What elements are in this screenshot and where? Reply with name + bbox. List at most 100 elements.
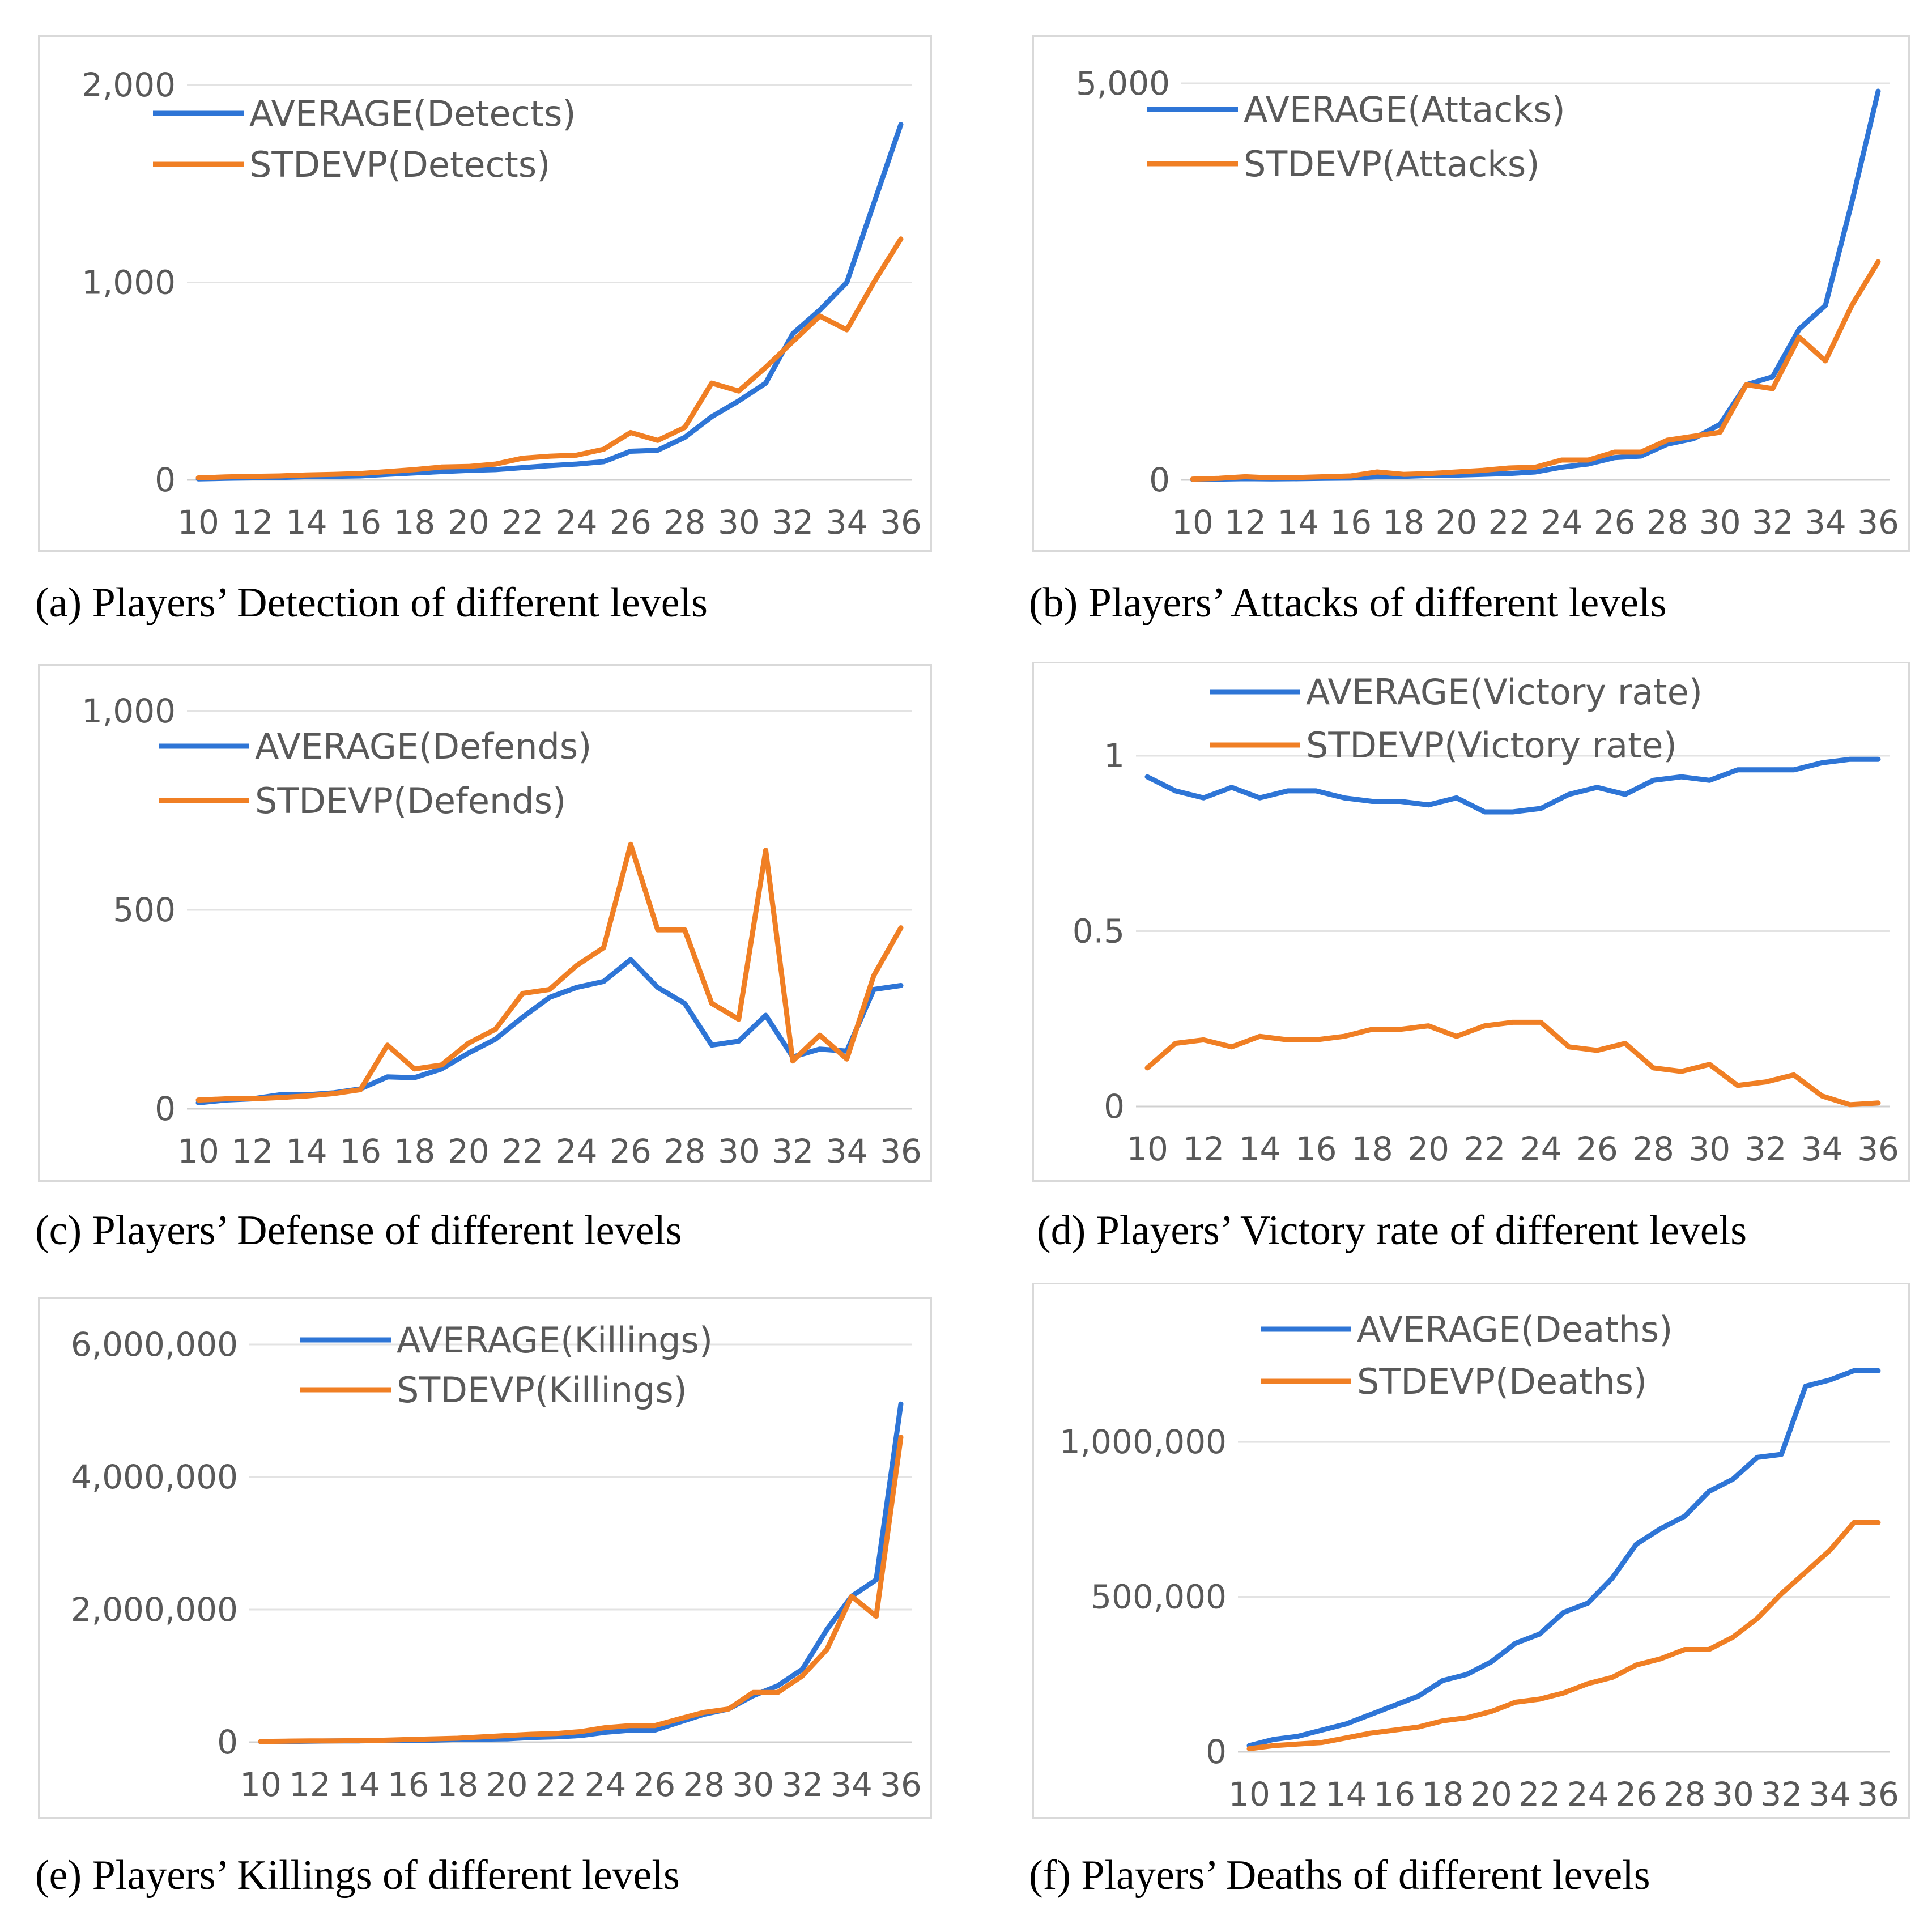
chart-caption-c: (c) Players’ Defense of different levels (35, 1207, 682, 1254)
x-tick-label: 30 (718, 503, 760, 542)
legend-label-stdevp: STDEVP(Detects) (249, 144, 550, 185)
x-tick-label: 18 (1422, 1775, 1464, 1814)
legend-label-average: AVERAGE(Defends) (255, 726, 591, 767)
x-tick-label: 10 (177, 503, 219, 542)
chart-panel-c: 0 500 1,000 10 12 14 16 18 20 22 24 26 28 30 32 34 36 AVE… (38, 664, 932, 1182)
x-tick-label: 12 (289, 1765, 331, 1804)
x-tick-label: 24 (585, 1765, 627, 1804)
x-tick-label: 10 (1126, 1130, 1168, 1168)
y-tick-label: 0 (155, 461, 176, 499)
y-tick-label: 500 (113, 891, 176, 929)
chart-svg-b: 0 5,000 10 12 14 16 18 20 22 24 26 28 30 32 34 36 AVERAG… (1076, 64, 1899, 542)
legend-label-stdevp: STDEVP(Killings) (397, 1369, 687, 1411)
x-tick-label: 12 (1224, 503, 1266, 542)
y-tick-label: 1 (1104, 737, 1125, 775)
series-line-average (258, 1401, 904, 1744)
chart-panel-d: 0 0.5 1 10 12 14 16 18 20 22 24 26 28 30 32 34 36 AVERAGE… (1032, 662, 1910, 1182)
x-tick-label: 16 (339, 503, 381, 542)
x-tick-label: 34 (826, 503, 868, 542)
legend-label-stdevp: STDEVP(Deaths) (1357, 1361, 1647, 1402)
chart-panel-a: 0 1,000 2,000 10 12 14 16 18 20 22 24 26 28 30 32 34 36 A… (38, 35, 932, 552)
legend-label-average: AVERAGE(Deaths) (1357, 1309, 1673, 1350)
legend-label-average: AVERAGE(Killings) (397, 1320, 713, 1361)
series-line-stdevp (195, 236, 904, 480)
y-tick-label: 4,000,000 (71, 1458, 238, 1496)
x-tick-label: 30 (1712, 1775, 1754, 1814)
x-tick-label: 14 (338, 1765, 380, 1804)
x-tick-label: 22 (535, 1765, 577, 1804)
y-tick-label: 2,000,000 (71, 1590, 238, 1629)
x-tick-label: 16 (339, 1132, 381, 1171)
x-tick-label: 28 (664, 1132, 706, 1171)
chart-caption-f: (f) Players’ Deaths of different levels (1029, 1852, 1650, 1899)
x-tick-label: 32 (1760, 1775, 1802, 1814)
x-tick-label: 34 (831, 1765, 873, 1804)
x-tick-label: 30 (732, 1765, 774, 1804)
x-tick-label: 24 (556, 1132, 598, 1171)
x-tick-label: 16 (388, 1765, 429, 1804)
x-tick-label: 28 (1646, 503, 1688, 542)
x-tick-label: 34 (1809, 1775, 1851, 1814)
x-tick-label: 14 (1277, 503, 1319, 542)
x-tick-label: 28 (1664, 1775, 1706, 1814)
x-tick-label: 22 (1488, 503, 1530, 542)
chart-panel-e: 0 2,000,000 4,000,000 6,000,000 10 12 14 16 18 20… (38, 1297, 932, 1819)
x-tick-label: 32 (772, 1132, 814, 1171)
x-tick-label: 10 (1228, 1775, 1270, 1814)
x-tick-label: 20 (486, 1765, 528, 1804)
y-tick-label: 2,000 (82, 66, 176, 104)
y-tick-label: 0.5 (1073, 912, 1125, 951)
x-tick-label: 28 (1632, 1130, 1674, 1168)
x-tick-label: 30 (1699, 503, 1741, 542)
x-tick-label: 28 (664, 503, 706, 542)
y-tick-label: 0 (1104, 1087, 1125, 1126)
x-tick-label: 36 (1857, 1130, 1899, 1168)
chart-caption-e: (e) Players’ Killings of different level… (35, 1852, 680, 1899)
chart-svg-c: 0 500 1,000 10 12 14 16 18 20 22 24 26 28 30 32 34 36 AVE… (82, 692, 922, 1171)
series-line-stdevp (1190, 259, 1881, 482)
y-tick-label: 0 (217, 1723, 238, 1761)
y-tick-label: 0 (155, 1089, 176, 1128)
x-tick-label: 36 (1857, 1775, 1899, 1814)
x-tick-label: 18 (1382, 503, 1424, 542)
y-tick-label: 0 (1206, 1733, 1227, 1771)
x-tick-label: 26 (610, 503, 652, 542)
y-tick-label: 500,000 (1091, 1578, 1227, 1616)
legend-label-average: AVERAGE(Detects) (249, 93, 576, 134)
x-tick-label: 26 (633, 1765, 675, 1804)
series-line-average (1246, 1368, 1881, 1748)
x-tick-label: 14 (1325, 1775, 1367, 1814)
x-tick-label: 24 (1567, 1775, 1609, 1814)
x-tick-label: 22 (501, 1132, 543, 1171)
x-tick-label: 32 (1752, 503, 1794, 542)
x-tick-label: 26 (1594, 503, 1636, 542)
x-tick-label: 20 (1470, 1775, 1512, 1814)
series-line-average (195, 957, 904, 1105)
x-tick-label: 34 (1801, 1130, 1843, 1168)
x-tick-label: 18 (1351, 1130, 1393, 1168)
chart-svg-e: 0 2,000,000 4,000,000 6,000,000 10 12 14 16 18 20… (71, 1320, 922, 1804)
x-tick-label: 14 (1239, 1130, 1281, 1168)
x-tick-label: 20 (448, 1132, 490, 1171)
chart-caption-b: (b) Players’ Attacks of different levels (1029, 580, 1667, 626)
series-line-stdevp (258, 1435, 904, 1744)
x-tick-label: 22 (1518, 1775, 1560, 1814)
x-tick-label: 24 (1541, 503, 1583, 542)
series-line-stdevp (1144, 1019, 1881, 1108)
x-tick-label: 22 (1463, 1130, 1505, 1168)
x-tick-label: 14 (286, 1132, 327, 1171)
x-tick-label: 12 (1182, 1130, 1224, 1168)
x-tick-label: 22 (501, 503, 543, 542)
y-tick-label: 1,000 (82, 692, 176, 730)
x-tick-label: 26 (1615, 1775, 1657, 1814)
x-tick-label: 18 (394, 1132, 436, 1171)
x-tick-label: 36 (880, 1132, 922, 1171)
series-line-stdevp (1246, 1520, 1881, 1751)
chart-svg-d: 0 0.5 1 10 12 14 16 18 20 22 24 26 28 30 32 34 36 AVERAGE… (1073, 671, 1899, 1168)
x-tick-label: 32 (772, 503, 814, 542)
x-tick-label: 36 (880, 1765, 922, 1804)
chart-svg-a: 0 1,000 2,000 10 12 14 16 18 20 22 24 26 28 30 32 34 36 A… (82, 66, 922, 542)
x-tick-label: 24 (556, 503, 598, 542)
y-tick-label: 6,000,000 (71, 1325, 238, 1364)
